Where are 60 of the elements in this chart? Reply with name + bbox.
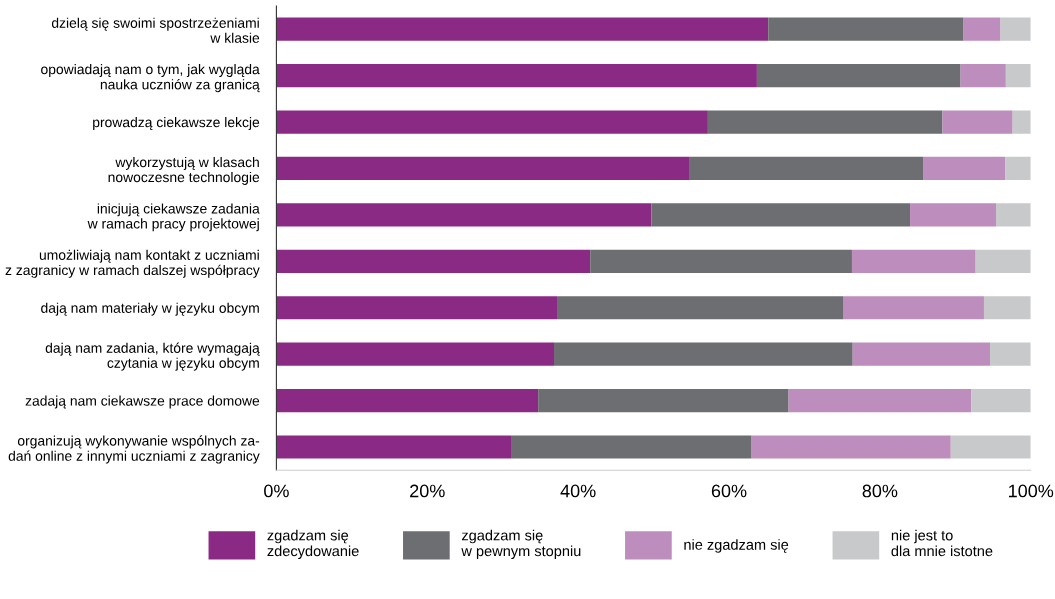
x-tick-label: 60% xyxy=(711,484,747,498)
x-tick-label: 0% xyxy=(264,484,289,498)
y-tick-label: dzielą się swoimi spostrzeżeniami w klasie xyxy=(51,17,260,43)
bar xyxy=(788,388,972,413)
bar xyxy=(276,388,539,413)
y-tick-label: dają nam zadania, które wymagają czytania w języku obcym xyxy=(45,342,260,371)
y-tick-label: organizują wykonywanie wspólnych za- dań online z innymi uczniami z zagranicy xyxy=(8,435,260,464)
bar xyxy=(276,296,558,320)
bar xyxy=(960,64,1006,88)
bar xyxy=(590,249,852,273)
bar xyxy=(851,249,976,273)
y-tick-label: umożliwiają nam kontakt z uczniami z zagranicy w ramach dalszej współpracy xyxy=(5,249,260,278)
bar xyxy=(975,249,1031,273)
bar xyxy=(990,342,1031,366)
y-tick-label: opowiadają nam o tym, jak wygląda nauka uczniów za granicą xyxy=(41,64,260,93)
bar xyxy=(276,249,591,273)
y-tick-label: inicjują ciekawsze zadania w ramach pracy projektowej xyxy=(87,203,260,232)
legend-label: nie jest to dla mnie istotne xyxy=(891,529,993,557)
x-tick-label: 20% xyxy=(410,484,445,498)
bar xyxy=(276,17,769,41)
legend-label: zgadzam się w pewnym stopniu xyxy=(461,529,581,560)
bar xyxy=(276,64,757,88)
bar xyxy=(276,203,652,227)
bar xyxy=(538,388,789,413)
bar xyxy=(557,296,844,320)
bar xyxy=(276,156,690,181)
bar xyxy=(910,203,997,227)
bar xyxy=(971,388,1031,413)
bar xyxy=(651,203,911,227)
y-tick-label: dają nam materiały w języku obcym xyxy=(41,302,259,316)
bar xyxy=(950,435,1031,459)
bar xyxy=(756,64,961,88)
x-tick-label: 80% xyxy=(862,484,898,498)
bar xyxy=(983,296,1031,320)
legend-label: nie zgadzam się xyxy=(684,539,789,553)
x-tick-label: 100% xyxy=(1009,484,1054,498)
bar xyxy=(963,17,1001,41)
bar xyxy=(751,435,951,459)
x-tick-label: 40% xyxy=(560,484,596,498)
bar xyxy=(768,17,964,41)
bar xyxy=(276,342,554,366)
y-tick-label: prowadzą ciekawsze lekcje xyxy=(93,117,260,130)
bar xyxy=(689,156,924,181)
bar xyxy=(923,156,1006,181)
y-tick-label: wykorzystują w klasach nowoczesne technologie xyxy=(108,156,260,185)
bar xyxy=(1000,17,1031,41)
legend-label: zgadzam się zdecydowanie xyxy=(267,529,359,560)
bar xyxy=(843,296,984,320)
bar xyxy=(511,435,752,459)
bar xyxy=(276,435,512,459)
y-tick-label: zadają nam ciekawsze prace domowe xyxy=(25,395,260,409)
bar xyxy=(996,203,1031,227)
bar xyxy=(1005,64,1031,88)
bar xyxy=(707,110,943,134)
bar xyxy=(942,110,1013,134)
bar xyxy=(1012,110,1031,134)
bar xyxy=(554,342,853,366)
bar xyxy=(1005,156,1031,181)
bar xyxy=(276,110,708,134)
bar xyxy=(852,342,990,366)
